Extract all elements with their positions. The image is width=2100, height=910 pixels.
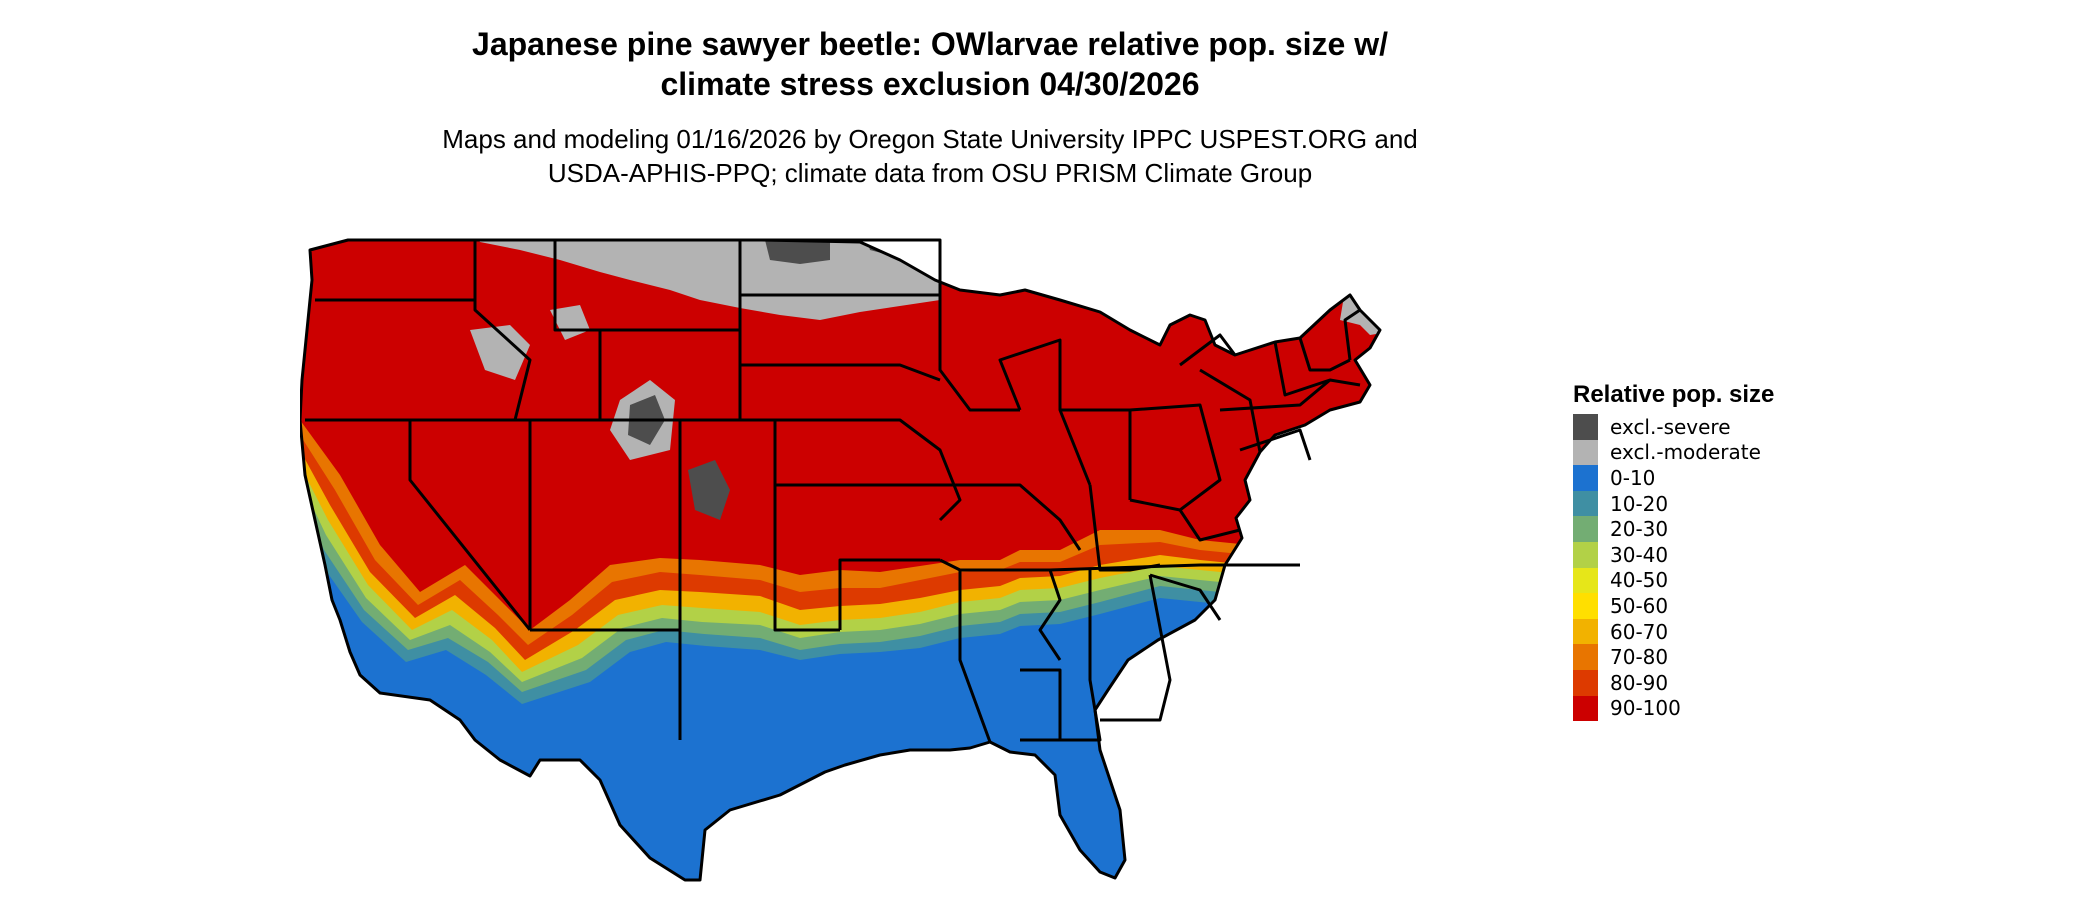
legend-label: 30-40: [1610, 542, 1669, 567]
us-map: [300, 238, 1382, 882]
legend-title: Relative pop. size: [1573, 381, 1775, 408]
map-legend: Relative pop. size excl.-severe excl.-mod…: [1573, 380, 1775, 722]
legend-label: 40-50: [1610, 568, 1669, 593]
legend-item: 10-20: [1573, 490, 1774, 517]
legend-item: 20-30: [1573, 516, 1774, 542]
legend-swatch: [1573, 644, 1598, 670]
legend-item: 70-80: [1573, 644, 1774, 670]
title-line-2: climate stress exclusion 04/30/2026: [660, 66, 1200, 102]
legend-label: 10-20: [1610, 491, 1669, 516]
legend-swatch: [1573, 669, 1598, 696]
legend-label: 50-60: [1610, 593, 1669, 618]
title-line-1: Japanese pine sawyer beetle: OWlarvae re…: [472, 26, 1388, 62]
legend-swatch: [1573, 567, 1598, 594]
legend-label: 20-30: [1610, 517, 1669, 542]
legend-item: 0-10: [1573, 465, 1774, 491]
legend-label: 60-70: [1610, 619, 1669, 644]
legend-swatch: [1573, 439, 1598, 466]
legend-item: 60-70: [1573, 618, 1774, 645]
subtitle-line-1: Maps and modeling 01/16/2026 by Oregon S…: [442, 124, 1418, 154]
legend-swatch: [1573, 465, 1598, 491]
legend-item: 50-60: [1573, 593, 1774, 619]
legend-item: 80-90: [1573, 669, 1774, 696]
legend-swatch: [1573, 618, 1598, 645]
legend-swatch: [1573, 490, 1598, 517]
legend-swatch: [1573, 541, 1598, 568]
legend-label: 70-80: [1610, 645, 1669, 670]
legend-label: 90-100: [1610, 696, 1681, 721]
legend-item: 90-100: [1573, 695, 1774, 722]
legend-swatch: [1573, 695, 1598, 722]
legend-item: excl.-severe: [1573, 414, 1774, 440]
legend-label: 80-90: [1610, 670, 1669, 695]
map-subtitle: Maps and modeling 01/16/2026 by Oregon S…: [0, 122, 1860, 190]
legend-label: excl.-moderate: [1610, 440, 1761, 465]
legend-item: 30-40: [1573, 541, 1774, 568]
legend-swatch: [1573, 516, 1598, 542]
legend-label: 0-10: [1610, 465, 1656, 490]
legend-swatch: [1573, 593, 1598, 619]
legend-item: excl.-moderate: [1573, 439, 1774, 466]
map-title: Japanese pine sawyer beetle: OWlarvae re…: [0, 24, 1860, 104]
legend-label: excl.-severe: [1610, 414, 1731, 439]
legend-items: excl.-severe excl.-moderate 0-10 10-20 20-30…: [1573, 414, 1774, 722]
legend-swatch: [1573, 414, 1598, 440]
subtitle-line-2: USDA-APHIS-PPQ; climate data from OSU PR…: [547, 158, 1313, 188]
legend-item: 40-50: [1573, 567, 1774, 594]
